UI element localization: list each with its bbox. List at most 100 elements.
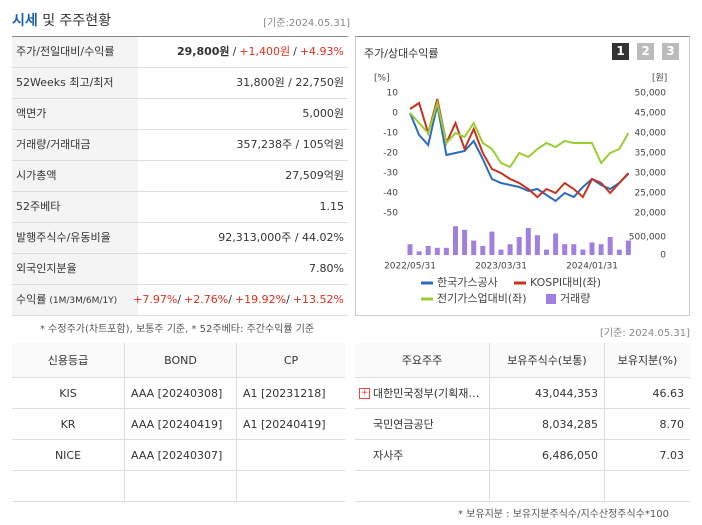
- table-cell: A1 [20240419]: [237, 409, 345, 440]
- volume-bar: [516, 237, 522, 255]
- volume-bar: [480, 246, 486, 255]
- chart-tab[interactable]: 3: [662, 43, 679, 60]
- separator: /: [293, 45, 297, 58]
- table-cell: 43,044,353: [490, 378, 605, 409]
- y2-tick-label: 35,000: [635, 149, 667, 159]
- y-tick-label: 10: [387, 89, 399, 99]
- table-cell: 8,034,285: [490, 409, 605, 440]
- value-text: 5,000원: [302, 107, 344, 120]
- legend-swatch: [546, 294, 556, 304]
- volume-bar: [489, 231, 495, 255]
- volume-bar: [598, 244, 604, 255]
- row-value: 357,238주 / 105억원: [236, 130, 344, 160]
- summary-row: 발행주식수/유동비율 92,313,000주 / 44.02%: [12, 223, 348, 254]
- table-cell: [237, 471, 345, 502]
- value-part: +2.76%: [184, 293, 229, 306]
- separator: /: [232, 45, 237, 58]
- table-header: BOND: [125, 343, 237, 378]
- y2-tick-label: 20,000: [635, 209, 667, 219]
- row-label: 발행주식수/유동비율: [12, 223, 138, 253]
- legend-label: 거래량: [560, 292, 590, 305]
- x-tick-label: 2024/01/31: [566, 262, 618, 272]
- table-cell: AAA [20240308]: [125, 378, 237, 409]
- volume-bar: [580, 249, 586, 255]
- label-text: 외국인지분율: [16, 262, 77, 275]
- separator: /: [177, 293, 182, 306]
- row-label: 거래량/거래대금: [12, 130, 138, 160]
- y2-tick-label: 45,000: [635, 109, 667, 119]
- table-cell: [605, 471, 690, 502]
- volume-bar: [416, 251, 422, 255]
- row-value: 5,000원: [302, 99, 344, 129]
- volume-bar: [407, 244, 413, 255]
- row-value: 92,313,000주 / 44.02%: [218, 223, 344, 253]
- table-cell: 46.63: [605, 378, 690, 409]
- summary-row: 거래량/거래대금 357,238주 / 105억원: [12, 130, 348, 161]
- table-cell: [237, 440, 345, 471]
- label-text: 수익률: [16, 293, 47, 306]
- y-tick-label: 0: [392, 109, 398, 119]
- expand-icon[interactable]: +: [359, 388, 370, 399]
- chart-tab[interactable]: 1: [612, 43, 629, 60]
- value-part: +1,400원: [239, 45, 291, 58]
- table-cell: [490, 471, 605, 502]
- holders-date: [기준: 2024.05.31]: [599, 328, 690, 339]
- label-text: 시가총액: [16, 169, 57, 182]
- row-label: 주가/전일대비/수익률: [12, 37, 138, 67]
- value-text: 357,238주 / 105억원: [236, 138, 344, 151]
- volume-bar: [507, 244, 513, 255]
- line: [409, 99, 630, 169]
- volume-bar: [589, 242, 595, 255]
- row-label: 52Weeks 최고/최저: [12, 68, 138, 98]
- y2-tick-label: 25,000: [635, 189, 667, 199]
- value-text: 7.80%: [309, 262, 344, 275]
- volume-bar: [471, 240, 477, 255]
- y-axis-label: [%]: [374, 74, 390, 84]
- label-text: 발행주식수/유동비율: [16, 231, 111, 244]
- volume-bar: [462, 229, 468, 255]
- row-value: 7.80%: [309, 254, 344, 284]
- volume-bar: [434, 247, 440, 255]
- value-text: 1.15: [319, 200, 345, 213]
- table-header: 주요주주: [355, 343, 490, 378]
- row-value: +7.97%/+2.76%/+19.92%/+13.52%: [133, 285, 344, 315]
- y-tick-label: -30: [383, 169, 398, 179]
- legend-label: 전기가스업대비(좌): [437, 292, 527, 305]
- table-cell: 8.70: [605, 409, 690, 440]
- table-cell: A1 [20231218]: [237, 378, 345, 409]
- label-text: 주가/전일대비/수익률: [16, 45, 115, 58]
- legend-label: 한국가스공사: [437, 276, 498, 289]
- row-value: 27,509억원: [285, 161, 344, 191]
- y2-tick-label: 30,000: [635, 169, 667, 179]
- chart-tab[interactable]: 2: [637, 43, 654, 60]
- row-label: 액면가: [12, 99, 138, 129]
- value-part: +4.93%: [299, 45, 344, 58]
- chart-panel: [355, 36, 690, 316]
- legend-label: KOSPI대비(좌): [530, 276, 601, 289]
- separator: /: [286, 293, 290, 306]
- table-cell: AAA [20240307]: [125, 440, 237, 471]
- table-header: CP: [237, 343, 345, 378]
- label-text: 52Weeks 최고/최저: [16, 76, 114, 89]
- row-label: 수익률 (1M/3M/6M/1Y): [12, 285, 138, 315]
- summary-row: 시가총액 27,509억원: [12, 161, 348, 192]
- table-header: 보유주식수(보통): [490, 343, 605, 378]
- summary-row: 외국인지분율 7.80%: [12, 254, 348, 285]
- table-cell: 6,486,050: [490, 440, 605, 471]
- row-value: 31,800원 / 22,750원: [236, 68, 344, 98]
- date: [기준:2024.05.31]: [263, 18, 350, 29]
- table-header: 보유지분(%): [605, 343, 690, 378]
- table-cell: 대한민국정부(기획재…: [355, 378, 490, 409]
- value-part: +7.97%: [133, 293, 178, 306]
- y-tick-label: -20: [383, 149, 398, 159]
- table-cell: KR: [12, 409, 125, 440]
- table-cell: KIS: [12, 378, 125, 409]
- y-tick-label: -40: [383, 189, 398, 199]
- y2-tick-label: 50,000: [635, 89, 667, 99]
- y2-axis-label: [원]: [652, 73, 667, 84]
- title-rest: 및 주주현황: [42, 13, 112, 29]
- table-cell: [12, 471, 125, 502]
- volume-bar: [443, 247, 449, 255]
- volume-bar: [553, 233, 559, 255]
